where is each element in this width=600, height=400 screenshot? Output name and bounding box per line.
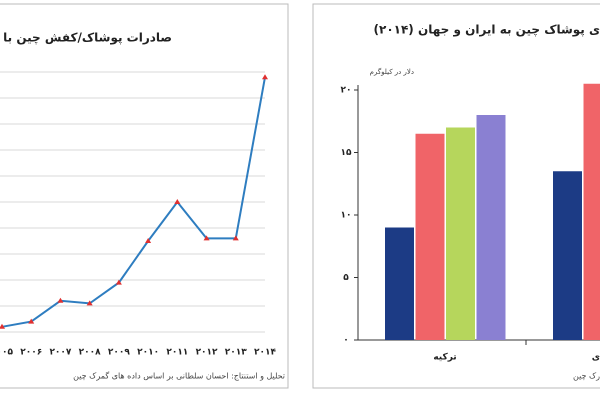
right-panel [312, 3, 600, 389]
x-tick-label: ۲۰۱۴ [254, 348, 276, 358]
bar [553, 171, 582, 340]
y-tick-label: ۵ [343, 273, 349, 283]
x-tick-label: ۲۰۰۸ [79, 348, 101, 358]
x-tick-label: ۲۰۱۲ [196, 348, 218, 358]
y-tick-label: ۰ [343, 336, 349, 346]
x-tick-label: ۲۰۰۷ [49, 348, 71, 358]
marker [57, 297, 64, 303]
y-axis-label: دلار در کیلوگرم [370, 67, 414, 76]
chart-title: صادرات پوشاک/کفش چین با [3, 31, 172, 46]
marker [0, 323, 5, 329]
marker [145, 238, 152, 243]
bar [583, 83, 600, 340]
y-tick-label: ۲۰ [341, 86, 352, 96]
y-tick-label: ۱۰ [341, 211, 352, 221]
marker [174, 199, 181, 204]
x-tick-label: ۲۰۱۰ [137, 348, 159, 358]
marker [115, 279, 122, 285]
x-tick-label: ی [592, 353, 600, 363]
marker [262, 74, 268, 80]
left-panel [0, 3, 289, 389]
y-tick-label: ۱۵ [341, 148, 352, 158]
chart-title: ی پوشاک چین به ایران و جهان (۲۰۱۴) [374, 23, 600, 38]
x-tick-label: ۲۰۰۶ [20, 348, 42, 358]
bar [446, 127, 475, 340]
x-tick-label: ترکیه [433, 353, 456, 363]
marker [86, 300, 93, 306]
x-tick-label: ۲۰۱۱ [166, 348, 188, 358]
source-note: رک چین [573, 372, 600, 381]
marker [203, 235, 210, 241]
bar [476, 115, 506, 340]
marker [232, 235, 239, 241]
marker [28, 318, 35, 324]
bar [385, 227, 414, 340]
data-line [1, 77, 266, 328]
source-note: تحلیل و استنتاج: احسان سلطانی بر اساس دا… [73, 371, 285, 381]
bar [415, 133, 445, 340]
x-tick-label: ۲۰۰۹ [108, 348, 130, 358]
x-tick-label: ۲۰۰۵ [0, 348, 13, 358]
x-tick-label: ۲۰۱۳ [225, 348, 247, 358]
